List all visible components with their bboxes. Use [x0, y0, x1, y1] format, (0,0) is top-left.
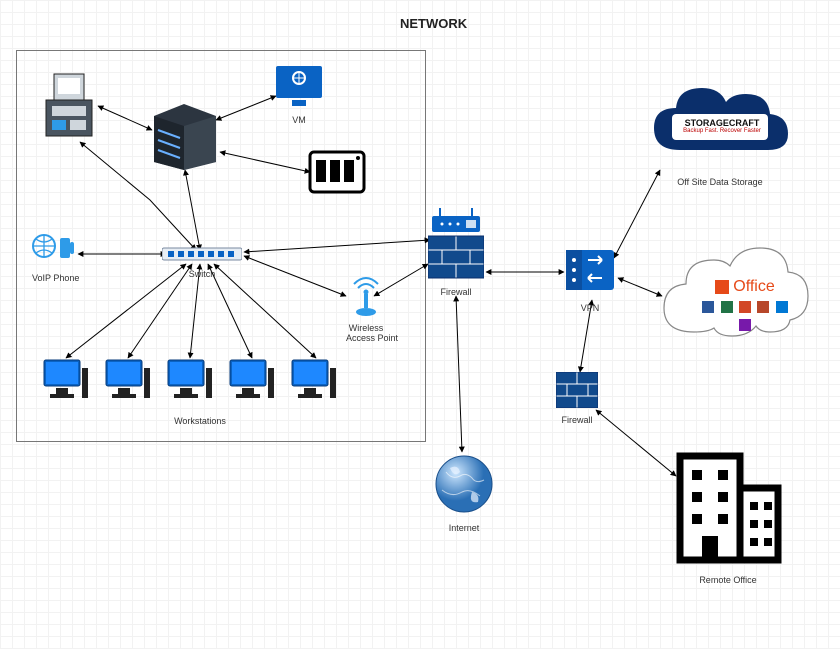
monitor-icon	[104, 358, 152, 407]
wap-node: Wireless Access Point	[346, 276, 386, 343]
server-node	[150, 100, 220, 175]
firewall2-label: Firewall	[556, 415, 598, 425]
vpn-icon	[564, 248, 616, 301]
workstation-node	[290, 358, 338, 407]
workstation-node	[228, 358, 276, 407]
office-cloud-node: Office	[660, 242, 810, 357]
switch-node: Switch	[162, 246, 242, 279]
nas-node	[308, 150, 366, 199]
offsite-label: Off Site Data Storage	[650, 177, 790, 187]
internet-label: Internet	[432, 523, 496, 533]
wap-label: Wireless Access Point	[346, 323, 386, 343]
monitor-icon	[166, 358, 214, 407]
monitor-icon	[228, 358, 276, 407]
remote-office-node: Remote Office	[672, 448, 784, 585]
internet-node: Internet	[432, 452, 496, 533]
workstation-node	[166, 358, 214, 407]
workstation-node	[104, 358, 152, 407]
vm-label: VM	[274, 115, 324, 125]
nas-icon	[308, 150, 366, 199]
building-icon	[672, 448, 784, 573]
voip-label: VoIP Phone	[32, 273, 76, 283]
printer-icon	[40, 70, 98, 147]
server-icon	[150, 100, 220, 175]
firewall1-label: Firewall	[428, 287, 484, 297]
globe-icon	[432, 452, 496, 521]
firewall-small-icon	[556, 372, 598, 413]
office-app-icons	[700, 300, 790, 336]
offsite-brand: STORAGECRAFT Backup Fast. Recover Faster	[676, 118, 768, 134]
firewall-icon	[428, 208, 484, 285]
vpn-label: VPN	[564, 303, 616, 313]
vpn-node: VPN	[564, 248, 616, 313]
offsite-cloud-node: STORAGECRAFT Backup Fast. Recover Faster…	[650, 80, 790, 187]
wap-icon	[352, 276, 380, 321]
office-logo: Office	[700, 278, 790, 336]
firewall1-node: Firewall	[428, 208, 484, 297]
monitor-icon	[42, 358, 90, 407]
vm-icon	[274, 64, 324, 113]
voip-icon	[32, 232, 76, 271]
printer-node	[40, 70, 98, 147]
diagram-title: NETWORK	[400, 16, 467, 31]
voip-node: VoIP Phone	[32, 232, 76, 283]
monitor-icon	[290, 358, 338, 407]
switch-icon	[162, 246, 242, 267]
remote-office-label: Remote Office	[672, 575, 784, 585]
firewall2-node: Firewall	[556, 372, 598, 425]
switch-label: Switch	[162, 269, 242, 279]
workstation-node	[42, 358, 90, 407]
vm-node: VM	[274, 64, 324, 125]
workstations-label: Workstations	[150, 414, 250, 426]
